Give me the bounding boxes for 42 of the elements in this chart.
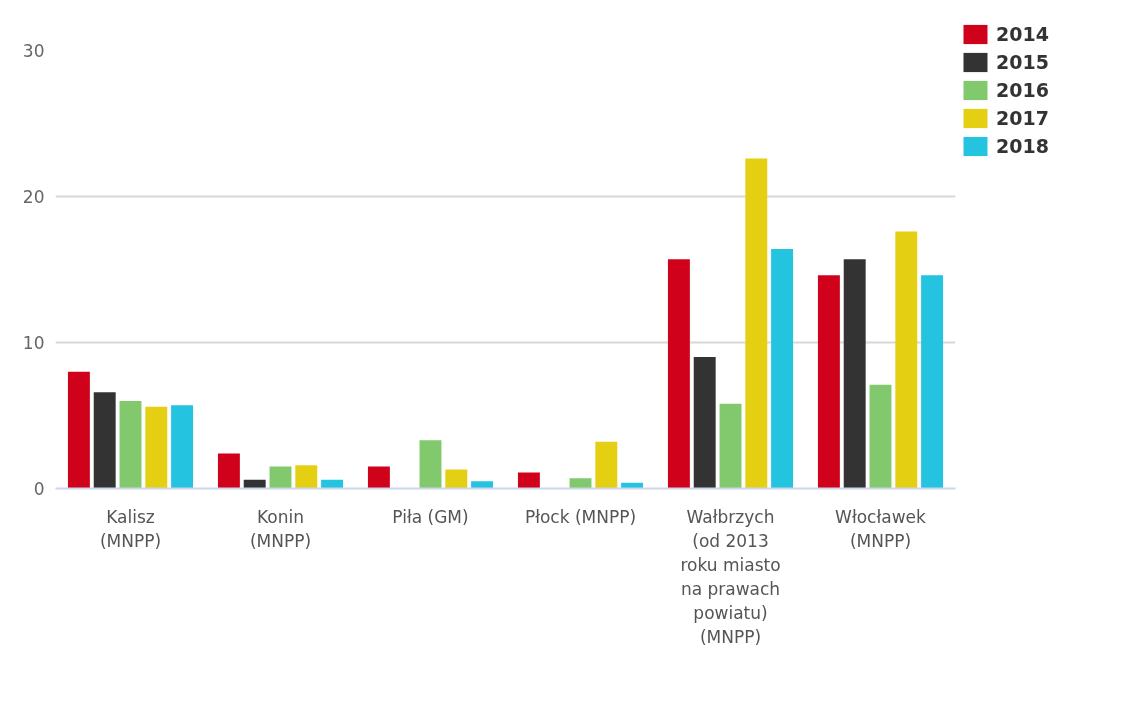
- x-tick-label: Płock (MNPP): [524, 506, 637, 527]
- bar: [295, 465, 318, 489]
- bar: [321, 479, 344, 489]
- x-tick-label: Wałbrzych (od 2013 roku miasto na prawach powiatu) (MNPP): [680, 506, 781, 647]
- bar: [817, 275, 840, 489]
- bar: [243, 479, 266, 489]
- bar: [843, 259, 866, 489]
- legend-label: 2016: [996, 79, 1049, 101]
- bar: [67, 371, 90, 489]
- y-tick-label: 20: [22, 187, 45, 207]
- x-tick-label: Włocławek (MNPP): [835, 506, 927, 551]
- y-tick-label: 0: [33, 479, 45, 499]
- bar: [517, 472, 540, 489]
- bar: [667, 259, 690, 489]
- legend-label: 2017: [996, 107, 1049, 129]
- bar: [217, 453, 240, 489]
- bar: [93, 392, 116, 489]
- x-tick-label: Kalisz (MNPP): [99, 506, 162, 551]
- legend-label: 2014: [996, 23, 1049, 45]
- bar: [419, 440, 442, 489]
- bar: [745, 158, 768, 489]
- legend-label: 2018: [996, 135, 1049, 157]
- bar: [771, 249, 794, 489]
- bar: [471, 481, 494, 489]
- bar: [569, 478, 592, 489]
- bar: [445, 469, 468, 489]
- bar: [595, 441, 618, 489]
- bar: [693, 357, 716, 489]
- bar: [921, 275, 944, 489]
- y-tick-label: 30: [22, 41, 45, 61]
- x-tick-label: Piła (GM): [392, 506, 469, 527]
- legend-label: 2015: [996, 51, 1049, 73]
- bar: [119, 400, 142, 489]
- bar: [869, 384, 892, 489]
- bar: [719, 403, 742, 489]
- bar: [367, 466, 390, 489]
- bar: [895, 231, 918, 489]
- bar: [269, 466, 292, 489]
- y-tick-label: 10: [22, 333, 45, 353]
- bar: [171, 405, 194, 489]
- bar: [145, 406, 168, 489]
- x-tick-label: Konin (MNPP): [249, 506, 312, 551]
